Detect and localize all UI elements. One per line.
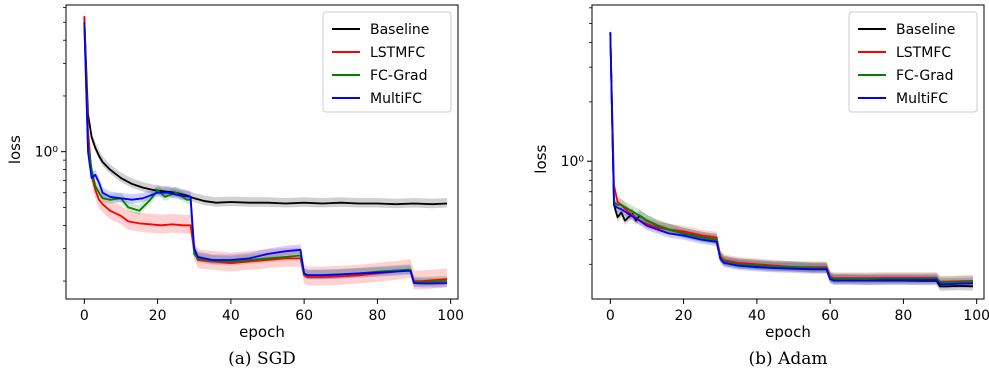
legend-box bbox=[322, 11, 452, 113]
x-tick-label: 80 bbox=[368, 308, 386, 324]
x-tick-label: 0 bbox=[80, 308, 89, 324]
series-line-baseline bbox=[83, 17, 448, 206]
legend-entry-lstmfc: LSTMFC bbox=[896, 45, 951, 61]
legend-entry-baseline: Baseline bbox=[896, 22, 955, 38]
x-tick-label: 60 bbox=[295, 308, 313, 324]
series-line-fc-grad bbox=[609, 32, 974, 284]
legend-entry-multifc: MultiFC bbox=[370, 91, 422, 107]
legend-entry-fc-grad: FC-Grad bbox=[370, 68, 427, 84]
x-tick-label: 40 bbox=[222, 308, 240, 324]
x-tick-label: 100 bbox=[437, 308, 464, 324]
y-axis-label: loss bbox=[532, 145, 550, 174]
series-line-multifc bbox=[83, 22, 448, 285]
y-axis-label: loss bbox=[6, 135, 24, 164]
x-tick-label: 0 bbox=[606, 308, 615, 324]
series-line-multifc bbox=[609, 32, 974, 285]
x-axis-label: epoch bbox=[765, 323, 811, 341]
legend-entry-baseline: Baseline bbox=[370, 22, 429, 38]
x-tick-label: 40 bbox=[748, 308, 766, 324]
axes-frame bbox=[591, 4, 985, 300]
x-tick-label: 80 bbox=[894, 308, 912, 324]
x-tick-label: 20 bbox=[149, 308, 167, 324]
legend: Baseline LSTMFC FC-Grad MultiFC bbox=[848, 11, 978, 113]
chart-panel-1: 0 20 40 60 80 100 10⁰ epoch loss Baseline LSTMFC FC… bbox=[6, 4, 464, 369]
band-lstmfc bbox=[84, 5, 448, 290]
legend: Baseline LSTMFC FC-Grad MultiFC bbox=[322, 11, 452, 113]
plot-area bbox=[83, 5, 448, 290]
plot-area bbox=[609, 26, 974, 291]
y-tick-label: 10⁰ bbox=[35, 145, 59, 161]
x-tick-label: 60 bbox=[821, 308, 839, 324]
chart-caption: (a) SGD bbox=[228, 349, 296, 369]
legend-entry-fc-grad: FC-Grad bbox=[896, 68, 953, 84]
chart-caption: (b) Adam bbox=[749, 349, 828, 369]
x-tick-label: 100 bbox=[963, 308, 989, 324]
x-tick-label: 20 bbox=[675, 308, 693, 324]
y-tick-label: 10⁰ bbox=[561, 154, 585, 170]
chart-panel-2: 0 20 40 60 80 100 10⁰ epoch loss Baseline LSTMFC FC… bbox=[532, 4, 989, 369]
legend-entry-multifc: MultiFC bbox=[896, 91, 948, 107]
legend-entry-lstmfc: LSTMFC bbox=[370, 45, 425, 61]
x-axis-label: epoch bbox=[239, 323, 285, 341]
legend-box bbox=[848, 11, 978, 113]
